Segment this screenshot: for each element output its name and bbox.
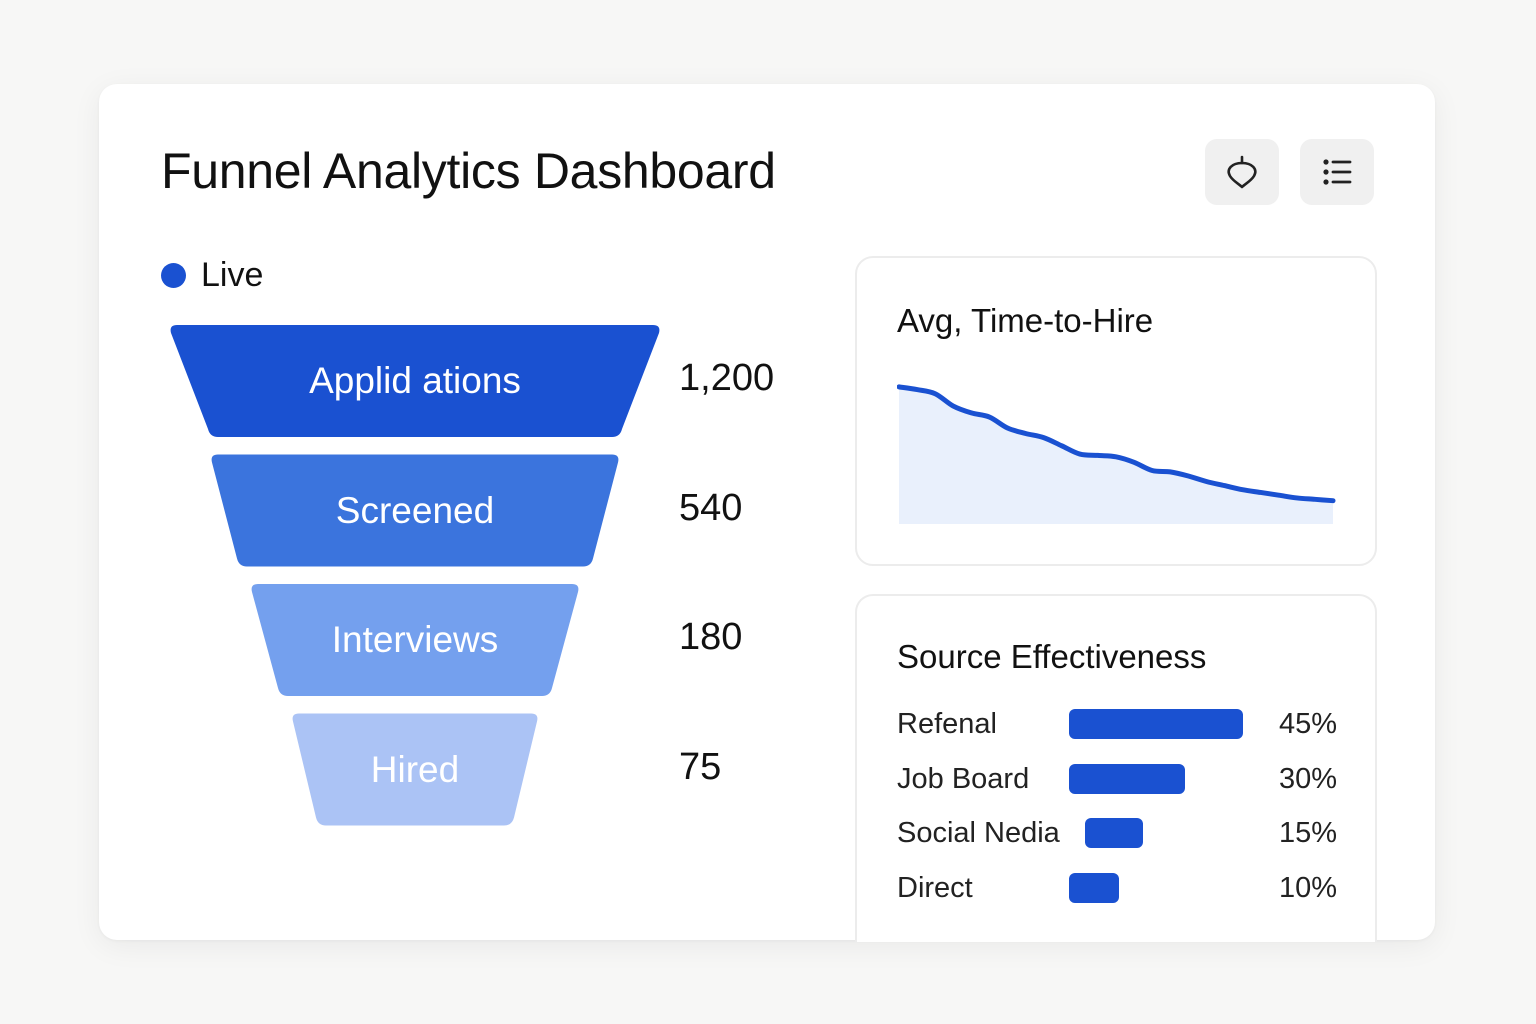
funnel-stage-applid-ations[interactable] xyxy=(170,325,660,437)
funnel-stage-interviews[interactable] xyxy=(251,584,579,696)
funnel-stage-value: 540 xyxy=(679,486,743,529)
source-effectiveness-title: Source Effectiveness xyxy=(897,638,1207,675)
source-name: Job Board xyxy=(897,762,1030,795)
funnel-stage-label: Applid ations xyxy=(309,360,521,401)
source-effectiveness-panel: Source Effectiveness Refenal 45% Job Board… xyxy=(855,594,1377,942)
source-percent: 30% xyxy=(1278,762,1337,795)
time-to-hire-line xyxy=(897,384,1336,504)
source-percent: 10% xyxy=(1278,871,1337,904)
funnel-stage-label: Interviews xyxy=(331,619,499,660)
source-percent: 15% xyxy=(1278,817,1337,849)
funnel-stage-hired[interactable] xyxy=(292,713,538,826)
source-percent: 45% xyxy=(1278,708,1337,740)
funnel-chart: Applid ations 1,200 Screened 540 Interviews 1… xyxy=(159,324,859,844)
time-to-hire-area xyxy=(899,386,1333,524)
funnel-stage-label: Screened xyxy=(335,489,495,531)
time-to-hire-panel: Avg, Time-to-Hire xyxy=(855,256,1377,566)
page-title: Funnel Analytics Dashboard xyxy=(161,143,776,199)
source-bar xyxy=(1069,763,1185,794)
dashboard-card: Funnel Analytics Dashboard Live Applid a… xyxy=(99,84,1435,942)
source-row-direct[interactable]: Direct 10% xyxy=(897,868,1337,908)
source-row-job-board[interactable]: Job Board 30% xyxy=(897,759,1337,799)
funnel-stage-label: Hired xyxy=(370,748,460,790)
funnel-stage-screened[interactable] xyxy=(211,454,619,567)
source-bar xyxy=(1069,872,1119,903)
funnel-stage-value: 75 xyxy=(679,745,722,788)
live-status: Live xyxy=(161,256,263,295)
source-row-refenal[interactable]: Refenal 45% xyxy=(897,704,1337,744)
live-dot-icon xyxy=(161,263,186,288)
source-row-social-nedia[interactable]: Social Nedia 15% xyxy=(897,813,1337,853)
funnel-stage-value: 1,200 xyxy=(679,357,775,399)
pin-icon xyxy=(1227,155,1257,189)
filter-list-button[interactable] xyxy=(1300,139,1374,205)
funnel-stage-value: 180 xyxy=(679,616,743,658)
time-to-hire-chart xyxy=(897,384,1336,524)
source-name: Social Nedia xyxy=(897,817,1060,849)
pin-button[interactable] xyxy=(1205,139,1279,205)
time-to-hire-title: Avg, Time-to-Hire xyxy=(897,302,1154,339)
source-name: Refenal xyxy=(897,708,997,740)
source-bar xyxy=(1085,818,1143,848)
source-name: Direct xyxy=(897,871,973,904)
list-icon xyxy=(1323,159,1352,185)
source-bar xyxy=(1069,709,1243,739)
live-label: Live xyxy=(201,256,264,294)
